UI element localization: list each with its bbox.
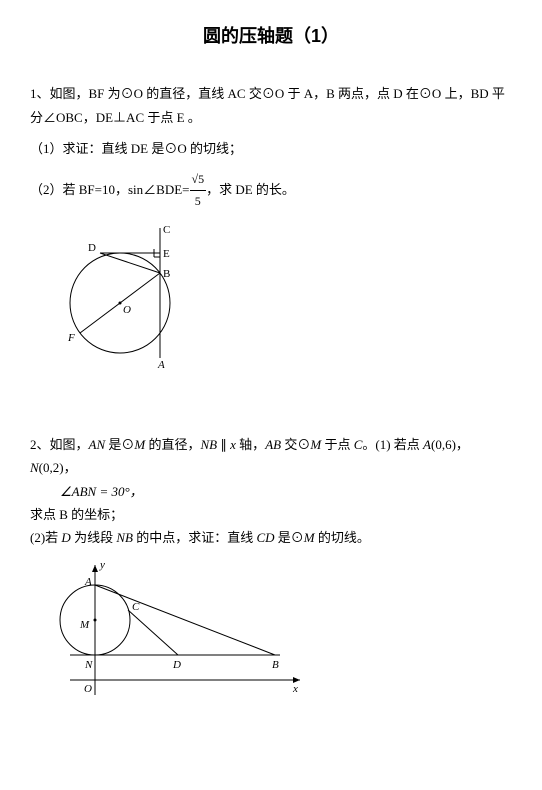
label-m: M <box>79 619 90 631</box>
figure-2: y A C M N D B O x <box>50 560 310 710</box>
frac-num: √5 <box>190 169 207 192</box>
t: (0,2)， <box>39 460 77 475</box>
p1-part1: （1）求证：直线 DE 是⊙O 的切线； <box>30 137 512 160</box>
problem-1: 1、如图，BF 为⊙O 的直径，直线 AC 交⊙O 于 A，B 两点，点 D 在… <box>30 82 512 372</box>
t: (0,6)， <box>431 437 469 452</box>
t: 的直径， <box>145 437 200 452</box>
t: ∥ <box>217 437 230 452</box>
p2-ask: 求点 B 的坐标； <box>30 503 512 526</box>
t: 是⊙ <box>105 437 134 452</box>
label-b: B <box>163 268 170 280</box>
t: AN <box>89 437 106 452</box>
t: M <box>134 437 145 452</box>
t: 的中点，求证：直线 <box>133 530 257 545</box>
label-d: D <box>88 242 96 254</box>
label-d2: D <box>172 659 181 671</box>
frac-den: 5 <box>190 191 207 213</box>
t: NB <box>116 530 133 545</box>
t: A <box>423 437 431 452</box>
t: 是⊙ <box>275 530 304 545</box>
t: N <box>30 460 39 475</box>
p1-part2: （2）若 BF=10，sin∠BDE=√55，求 DE 的长。 <box>30 169 512 213</box>
label-f: F <box>67 332 75 344</box>
t: 2、如图， <box>30 437 89 452</box>
p2-angle: ∠ABN = 30°， <box>60 480 512 503</box>
fraction: √55 <box>190 169 207 213</box>
problem-2: 2、如图，AN 是⊙M 的直径，NB ∥ x 轴，AB 交⊙M 于点 C。(1)… <box>30 433 512 710</box>
t: 的切线。 <box>315 530 370 545</box>
t: AB <box>265 437 281 452</box>
label-x: x <box>292 683 298 695</box>
t: NB <box>201 437 218 452</box>
label-o: O <box>123 304 131 316</box>
t: ∠ABN = 30°， <box>60 484 143 499</box>
p2-stem: 2、如图，AN 是⊙M 的直径，NB ∥ x 轴，AB 交⊙M 于点 C。(1)… <box>30 433 512 480</box>
t: 为线段 <box>71 530 117 545</box>
label-a: A <box>157 359 165 371</box>
label-y: y <box>99 560 105 571</box>
t: 交⊙ <box>281 437 310 452</box>
t: 轴， <box>236 437 265 452</box>
p1-stem: 1、如图，BF 为⊙O 的直径，直线 AC 交⊙O 于 A，B 两点，点 D 在… <box>30 82 512 129</box>
p2-part2: (2)若 D 为线段 NB 的中点，求证：直线 CD 是⊙M 的切线。 <box>30 526 512 549</box>
t: 于点 <box>321 437 354 452</box>
p1-part2b: ，求 DE 的长。 <box>206 182 295 197</box>
t: CD <box>256 530 274 545</box>
page-title: 圆的压轴题（1） <box>30 20 512 52</box>
t: (2)若 <box>30 530 61 545</box>
label-c: C <box>163 224 170 236</box>
p1-part2a: （2）若 BF=10，sin∠BDE= <box>30 182 190 197</box>
label-c2: C <box>132 601 140 613</box>
t: M <box>310 437 321 452</box>
t: 。(1) 若点 <box>362 437 423 452</box>
label-o2: O <box>84 683 92 695</box>
label-b2: B <box>272 659 279 671</box>
t: D <box>61 530 70 545</box>
t: M <box>304 530 315 545</box>
label-e: E <box>163 248 170 260</box>
figure-1: C E B D O F A <box>50 223 210 373</box>
label-a2: A <box>84 576 92 588</box>
label-n: N <box>84 659 93 671</box>
